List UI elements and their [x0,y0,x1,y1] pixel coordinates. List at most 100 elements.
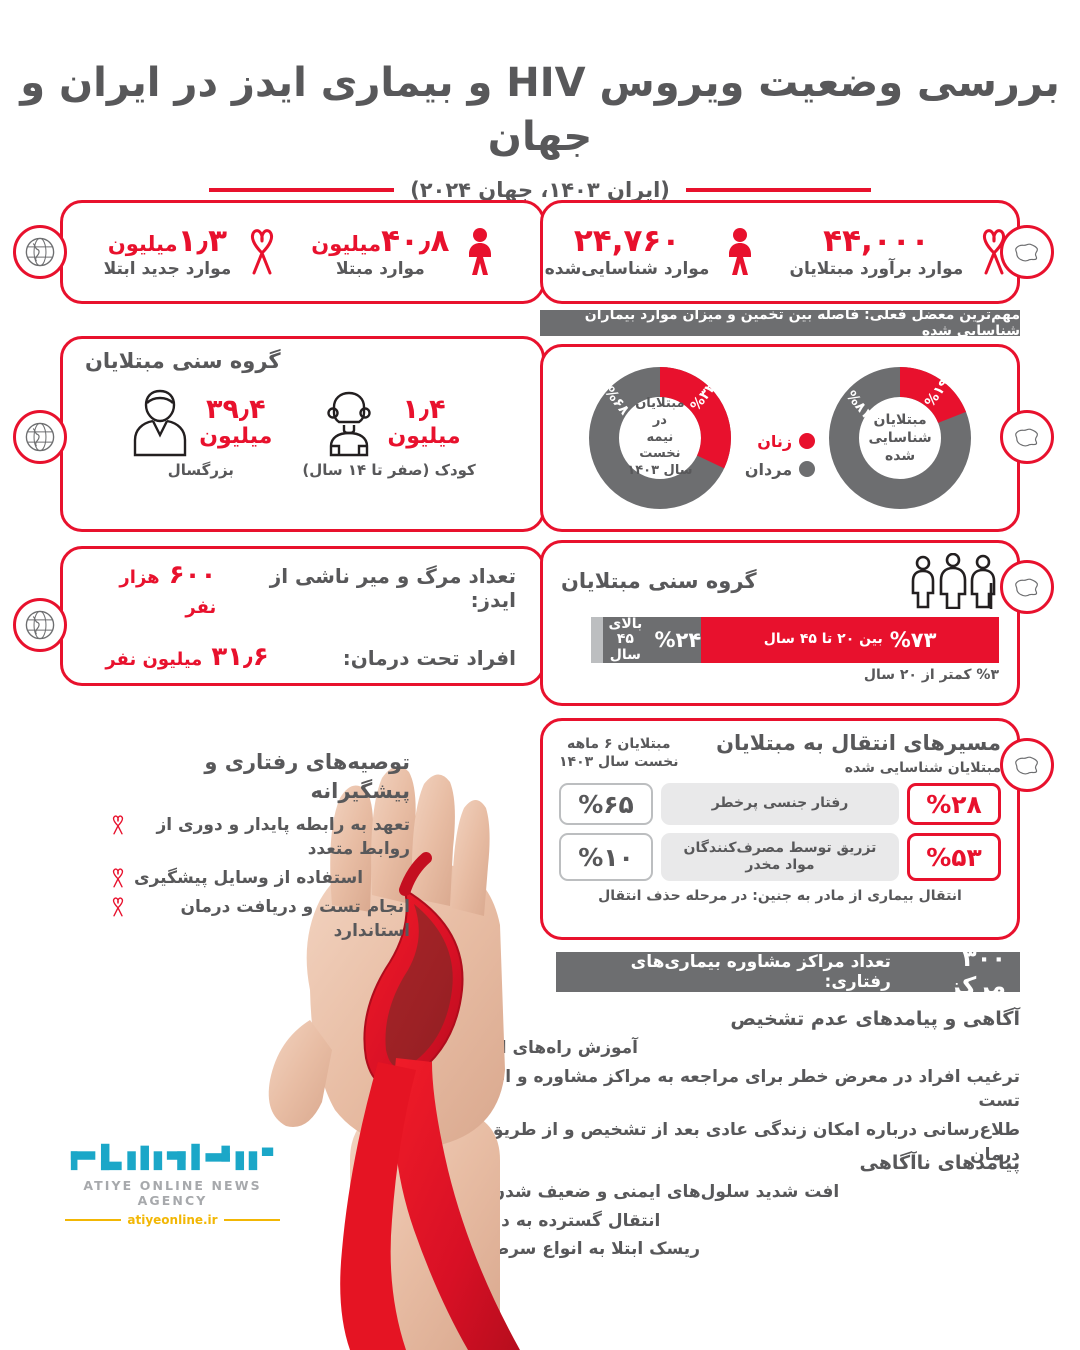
world-deaths-card: تعداد مرگ و میر ناشی از ایدز: ۶۰۰ هزار ن… [60,546,545,686]
world-treated-label: افراد تحت درمان: [342,646,516,670]
consequences-block: پیامدهای ناآگاهی افت شدید سلول‌های ایمنی… [430,1152,1020,1266]
iran-transmission-card: مسیرهای انتقال به مبتلایان مبتلایان شناس… [540,718,1020,940]
world-deaths-row: تعداد مرگ و میر ناشی از ایدز: ۶۰۰ هزار ن… [89,560,516,620]
world-deaths-value: ۶۰۰ [168,560,217,590]
donut1-center-label: مبتلایان شناسایی شده [863,401,938,475]
row2-route-name: تزریق توسط مصرف‌کنندگان مواد مخدر [661,833,899,882]
iran-gap-banner: مهم‌ترین معضل فعلی: فاصله بین تخمین و می… [540,307,1020,339]
row1-route-name: رفتار جنسی پرخطر [661,783,899,826]
ribbon-bullet-icon [112,815,124,835]
row1-identified-pct: %۲۸ [907,783,1001,826]
ribbon-icon [251,229,274,275]
world-stat-new-cases: ۱٫۳میلیون موارد جدید ابتلا [92,224,296,279]
iran-estimated-label: موارد برآورد مبتلایان [789,259,964,280]
table-row: %۵۳ تزریق توسط مصرف‌کنندگان مواد مخدر %۱… [559,833,1001,882]
row2-identified-pct: %۵۳ [907,833,1001,882]
logo-url-row[interactable]: atiyeonline.ir [64,1213,280,1227]
iran-map-icon [1000,738,1054,792]
child-label: کودک (صفر تا ۱۴ سال) [302,461,476,479]
iran-age-note: %۳ کمتر از ۲۰ سال [863,667,999,683]
bar-seg-under-20 [591,617,604,663]
iran-identified-value: ۲۴,۷۶۰ [573,223,681,260]
bar-seg-over-45-pct: %۲۴ [654,628,702,652]
gender-legend: زنان مردان [739,432,821,479]
world-age-child: ۱٫۴ میلیون کودک (صفر تا ۱۴ سال) [302,387,476,479]
header: بررسی وضعیت ویروس HIV و بیماری ایدز در ا… [0,56,1080,202]
rule-left [685,188,871,192]
transmission-col-right-head: مبتلایان شناسایی شده [844,760,1001,776]
page-subtitle: (ایران ۱۴۰۳، جهان ۲۰۲۴) [410,178,670,202]
adult-value: ۳۹٫۴ [206,394,266,426]
iran-age-card: گروه سنی مبتلایان %۷۳ بین ۲۰ تا ۴۵ سال %… [540,540,1020,706]
legend-dot-men [799,461,816,477]
person-ribbon-icon [729,228,752,275]
iran-identified-label: موارد شناسایی‌شده [544,259,710,280]
iran-stat-identified: ۲۴,۷۶۰ موارد شناسایی‌شده [533,224,774,279]
transmission-footnote: انتقال بیماری از مادر به جنین: در مرحله … [598,888,962,905]
world-treated-unit: میلیون نفر [105,649,203,670]
donut-identified: %۱۹ %۸۱ مبتلایان شناسایی شده [825,363,975,513]
ribbon-bullet-icon [112,868,124,888]
awareness-item-2: ترغیب افراد در معرض خطر برای مراجعه به م… [467,1066,1020,1112]
child-unit: میلیون [387,423,461,449]
iran-map-icon [1000,410,1054,464]
subtitle-row: (ایران ۱۴۰۳، جهان ۲۰۲۴) [0,178,1080,202]
bar-seg-20-45: %۷۳ بین ۲۰ تا ۴۵ سال [701,617,999,663]
list-item: تعهد به رابطه پایدار و دوری از روابط متع… [110,813,410,862]
world-age-adult: ۳۹٫۴ میلیون بزرگسال [129,387,272,479]
world-age-title: گروه سنی مبتلایان [85,349,281,373]
logo[interactable]: ATIYE ONLINE NEWS AGENCY atiyeonline.ir [64,1140,280,1227]
awareness-item-3: طلاع‌رسانی درباره امکان زندگی عادی بعد ا… [488,1119,1020,1165]
adult-label: بزرگسال [167,461,234,479]
ribbon-icon [983,229,1006,275]
ribbon-bullet-icon [112,897,124,917]
row2-halfyear-pct: %۱۰ [559,833,653,882]
page-title: بررسی وضعیت ویروس HIV و بیماری ایدز در ا… [20,60,1060,160]
child-icon [326,391,371,457]
donut2-center-label: مبتلایان در نیمه نخست سال ۱۴۰۳ [622,396,697,478]
donut-first-half: %۳۲ %۶۸ مبتلایان در نیمه نخست سال ۱۴۰۳ [585,363,735,513]
consequences-title: پیامدهای ناآگاهی [859,1152,1020,1174]
world-new-value: ۱٫۳ [177,223,228,260]
row1-halfyear-pct: %۶۵ [559,783,653,826]
consequences-item-1: افت شدید سلول‌های ایمنی و ضعیف شدن بدن [454,1182,840,1202]
table-row: %۲۸ رفتار جنسی پرخطر %۶۵ [559,783,1001,826]
legend-women: زنان [745,431,816,451]
world-new-unit: میلیون [107,232,178,257]
world-cases-unit: میلیون [311,232,382,257]
bar-seg-over-45-label: بالای ۴۵ سال [608,617,643,663]
iran-map-icon [1000,225,1054,279]
legend-women-label: زنان [757,431,793,451]
world-stat-cases: ۴۰٫۸میلیون موارد مبتلا [299,224,513,279]
consequences-item-2: انتقال گسترده به دیگران [454,1210,661,1231]
legend-dot-women [799,433,816,449]
adult-icon [134,389,187,457]
centers-count: ۳۰۰ مرکز [947,944,1006,1000]
world-cases-value: ۴۰٫۸ [381,223,450,260]
awareness-title: آگاهی و پیامدهای عدم تشخیص [730,1008,1020,1030]
advice-title: توصیه‌های رفتاری و پیشگیرانه [204,750,410,804]
bar-seg-20-45-label: بین ۲۰ تا ۴۵ سال [763,631,883,648]
iran-gender-donuts-card: %۱۹ %۸۱ مبتلایان شناسایی شده زنان مردان [540,344,1020,532]
globe-icon [13,410,67,464]
iran-estimated-value: ۴۴,۰۰۰ [823,223,930,260]
world-treated-row: افراد تحت درمان: ۳۱٫۶ میلیون نفر [89,642,516,672]
list-item: استفاده از وسایل پیشگیری [110,866,410,891]
iran-map-icon [1000,560,1054,614]
transmission-title: مسیرهای انتقال به مبتلایان [716,731,1001,755]
iran-age-title: گروه سنی مبتلایان [561,569,757,593]
person-ribbon-icon [469,228,492,275]
advice-item-3: انجام تست و دریافت درمان استاندارد [180,896,410,942]
rule-right [209,188,395,192]
logo-url[interactable]: atiyeonline.ir [127,1213,218,1227]
world-overview-card: ۴۰٫۸میلیون موارد مبتلا ۱٫۳میلیون موارد ج… [60,200,545,304]
logo-english-text: ATIYE ONLINE NEWS AGENCY [83,1178,262,1208]
iran-overview-card: ۴۴,۰۰۰ موارد برآورد مبتلایان ۲۴,۷۶۰ موار… [540,200,1020,304]
child-value: ۱٫۴ [402,394,446,426]
list-item: ترغیب افراد در معرض خطر برای مراجعه به م… [430,1065,1020,1114]
world-deaths-label: تعداد مرگ و میر ناشی از ایدز: [269,564,516,612]
logo-rule-left [223,1219,280,1221]
transmission-col-left-head-l1: مبتلایان ۶ ماهه [566,736,671,752]
globe-icon [13,598,67,652]
